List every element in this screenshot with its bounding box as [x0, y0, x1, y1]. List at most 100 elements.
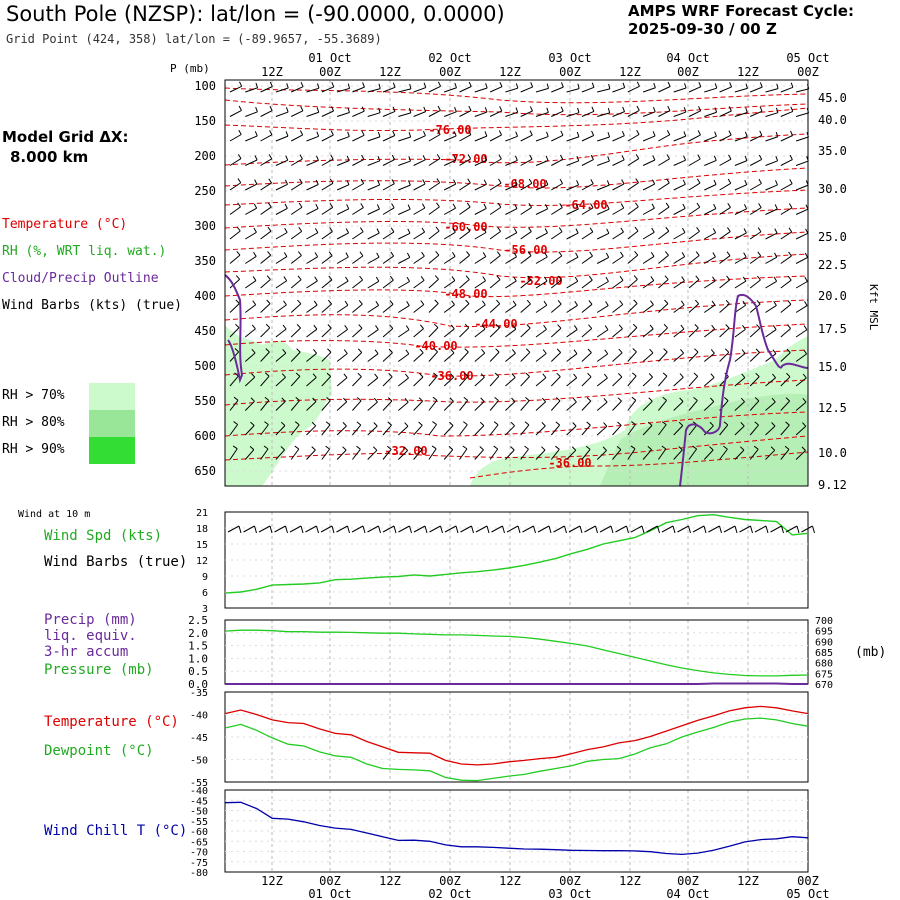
wind-barb — [795, 422, 807, 436]
wind-barb — [658, 226, 670, 240]
top-day-label: 03 Oct — [548, 51, 591, 65]
wind-barb-staff — [260, 230, 272, 240]
wind-barb — [428, 105, 441, 117]
wind-barb — [474, 155, 488, 166]
legend-precip: Precip (mm) — [44, 612, 137, 628]
surface-barb-staff — [243, 525, 255, 533]
wind-barb-feather — [389, 275, 394, 281]
wind-barb-staff — [367, 305, 379, 313]
wind-barb-feather — [528, 178, 533, 184]
wind-barb-feather — [265, 372, 270, 377]
wind-barb-feather — [496, 299, 501, 305]
wind-barb — [352, 251, 364, 264]
wind-barb-staff — [489, 424, 499, 436]
wind-barb-feather — [784, 445, 790, 450]
wind-barb — [275, 107, 289, 117]
wind-barb-feather — [346, 155, 350, 161]
pressure-tick-label-right: 680 — [815, 659, 833, 670]
wind-barb — [459, 226, 471, 240]
wind-barb-staff — [474, 232, 487, 240]
wind-barb-feather — [511, 349, 516, 354]
wind-barb-staff — [428, 278, 439, 289]
wind-barb-staff — [352, 158, 365, 166]
wind-barb-feather — [373, 397, 378, 403]
wind-barb-feather — [314, 276, 318, 282]
wind-barb — [489, 445, 499, 460]
wind-barb-staff — [642, 231, 655, 240]
wind-barb-staff — [245, 111, 258, 117]
kft-tick-label: 12.5 — [818, 401, 847, 415]
wind-barb — [642, 179, 656, 191]
wind-barb-feather — [771, 397, 776, 403]
surface-barb-staff — [429, 525, 441, 533]
wind-barb — [581, 203, 594, 215]
wind-barb-staff — [275, 425, 286, 436]
wind-barb — [627, 202, 639, 215]
wind-barb — [673, 83, 687, 93]
wind-chill-line — [224, 801, 809, 856]
wind-barb — [535, 422, 546, 436]
wind-barb-feather — [389, 300, 394, 305]
wind-barb-feather — [286, 83, 289, 89]
wind-barb — [550, 372, 561, 387]
wind-barb-feather — [465, 299, 470, 304]
wind-barb-staff — [596, 281, 609, 289]
wind-barb — [336, 422, 347, 436]
wind-barb-feather — [546, 107, 549, 113]
wind-barb-feather — [356, 421, 362, 426]
wind-barb — [734, 325, 746, 338]
wind-barb-staff — [474, 183, 487, 191]
wind-barb-staff — [627, 134, 640, 142]
wind-barb-feather — [481, 348, 486, 354]
wind-barb — [535, 155, 549, 166]
wind-barb-feather — [617, 421, 622, 426]
bottom-hour-label: 12Z — [261, 874, 283, 888]
wind-barb — [489, 178, 502, 191]
wind-barb-staff — [229, 109, 242, 117]
wind-barb-staff — [749, 158, 762, 166]
wind-barb-staff — [749, 134, 763, 142]
wind-barb — [443, 397, 454, 411]
wind-barb — [612, 227, 624, 240]
wind-barb-staff — [321, 231, 333, 240]
wind-barb — [367, 446, 378, 460]
wind-barb-staff — [642, 207, 655, 215]
wind-barb-staff — [535, 377, 547, 387]
isotherm-label: -64.00 — [564, 198, 607, 212]
wind-barb-feather — [236, 226, 241, 232]
wind-barb — [367, 373, 379, 387]
wind-barb-feather — [589, 227, 594, 233]
wind-barb-staff — [321, 303, 332, 313]
wind-barb-feather — [268, 154, 273, 160]
wind-barb — [229, 129, 242, 142]
wind-barb-staff — [352, 400, 362, 411]
wind-barb — [505, 397, 516, 411]
wind-barb — [749, 324, 761, 338]
wind-barb-feather — [269, 81, 273, 87]
wind-barb-feather — [756, 299, 761, 305]
wind-barb-staff — [612, 279, 624, 289]
wind-barb-feather — [648, 397, 653, 402]
wind-barb-staff — [367, 329, 379, 338]
wind-barb-feather — [590, 203, 594, 209]
wind-barb-staff — [275, 256, 288, 264]
bottom-hour-label: 00Z — [319, 874, 341, 888]
wind-barb — [321, 445, 331, 460]
wind-barb-feather — [514, 203, 518, 209]
wind-barb-feather — [603, 397, 608, 403]
wind-barb-feather — [515, 131, 519, 137]
wind-barb-staff — [642, 256, 655, 264]
surface-barb-staff — [553, 525, 565, 533]
wind-barb-staff — [535, 280, 548, 289]
wind-barb — [306, 107, 320, 117]
surface-barb-feather — [719, 525, 722, 534]
wind-barb-feather — [433, 348, 438, 353]
wind-barb-feather — [680, 324, 685, 330]
wind-barb-feather — [558, 275, 562, 281]
wind-barb-staff — [443, 376, 455, 387]
cycle-label: AMPS WRF Forecast Cycle: — [628, 2, 854, 20]
wind-barb — [780, 203, 793, 215]
wind-barb-feather — [234, 372, 239, 377]
windchill-tick-label: -45 — [190, 796, 208, 807]
wind-barb-feather — [361, 106, 365, 112]
